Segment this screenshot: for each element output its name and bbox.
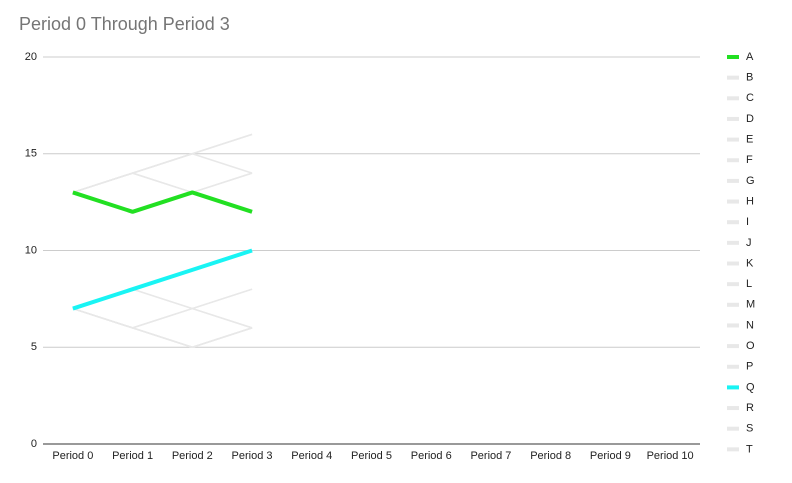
legend-label: D — [746, 113, 754, 125]
legend-label: R — [746, 402, 754, 414]
y-tick-label: 15 — [25, 148, 37, 160]
legend-label: M — [746, 299, 755, 311]
legend-label: I — [746, 216, 749, 228]
x-tick-label: Period 9 — [590, 450, 631, 462]
legend-label: P — [746, 361, 753, 373]
x-tick-label: Period 4 — [291, 450, 332, 462]
legend-label: F — [746, 154, 753, 166]
y-tick-label: 5 — [31, 341, 37, 353]
series-line — [72, 307, 253, 329]
legend-label: C — [746, 92, 754, 104]
legend-label: H — [746, 195, 754, 207]
x-tick-label: Period 5 — [351, 450, 392, 462]
series-line — [72, 307, 253, 348]
legend-label: Q — [746, 381, 755, 393]
series-line — [72, 172, 253, 213]
chart-title: Period 0 Through Period 3 — [19, 14, 230, 34]
y-tick-label: 10 — [25, 244, 37, 256]
series-line — [72, 288, 253, 329]
x-tick-label: Period 3 — [232, 450, 273, 462]
x-tick-label: Period 10 — [647, 450, 694, 462]
legend-label: N — [746, 319, 754, 331]
x-tick-label: Period 2 — [172, 450, 213, 462]
legend-label: K — [746, 257, 754, 269]
legend-label: L — [746, 278, 752, 290]
series-line — [72, 307, 253, 348]
legend-label: O — [746, 340, 755, 352]
series-line — [72, 307, 253, 348]
legend-label: E — [746, 134, 753, 146]
series-line — [72, 153, 253, 194]
y-tick-label: 0 — [31, 438, 37, 450]
legend-label: A — [746, 51, 754, 63]
x-tick-label: Period 6 — [411, 450, 452, 462]
series-line — [72, 133, 253, 194]
y-tick-label: 20 — [25, 51, 37, 63]
x-tick-label: Period 7 — [470, 450, 511, 462]
legend-label: J — [746, 237, 752, 249]
legend-label: T — [746, 443, 753, 455]
legend-label: G — [746, 175, 755, 187]
legend-label: S — [746, 423, 753, 435]
series-line — [72, 288, 253, 329]
series-line — [72, 248, 253, 311]
series-line — [72, 190, 253, 214]
series-line — [72, 172, 253, 213]
x-tick-label: Period 0 — [52, 450, 93, 462]
legend-label: B — [746, 72, 753, 84]
x-tick-label: Period 8 — [530, 450, 571, 462]
x-tick-label: Period 1 — [112, 450, 153, 462]
